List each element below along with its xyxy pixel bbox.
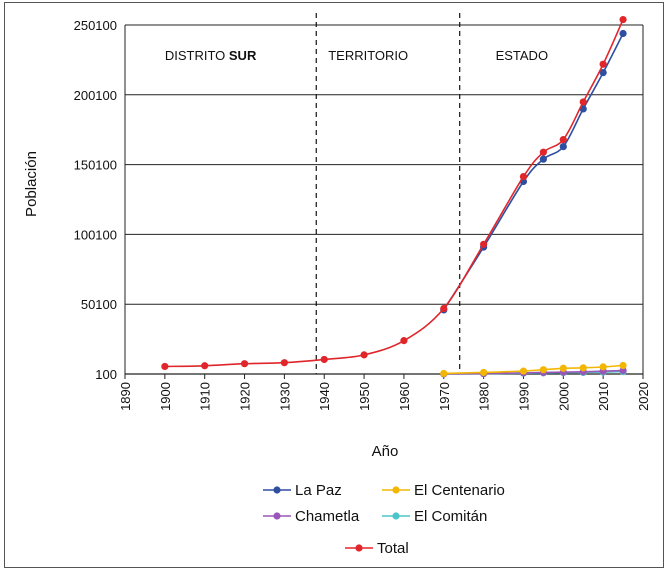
data-point-total bbox=[201, 362, 209, 370]
data-point-el-centenario bbox=[619, 361, 627, 370]
data-point-total bbox=[320, 355, 328, 364]
data-point-el-centenario bbox=[440, 369, 448, 378]
region-label: ESTADO bbox=[496, 48, 548, 63]
data-point-total bbox=[579, 98, 587, 106]
x-tick-label: 1910 bbox=[198, 382, 213, 411]
x-tick-label: 2010 bbox=[596, 382, 611, 411]
x-axis-title: Año bbox=[372, 443, 399, 460]
divider-layer bbox=[315, 13, 461, 374]
legend-swatch-marker bbox=[355, 544, 363, 552]
region-label: TERRITORIO bbox=[328, 48, 408, 63]
y-tick-label: 250100 bbox=[74, 18, 117, 33]
legend-swatch-marker bbox=[392, 486, 400, 494]
legend-label: Total bbox=[377, 540, 409, 557]
region-labels: DISTRITO SUR TERRITORIO ESTADO bbox=[165, 48, 548, 63]
legend-label: La Paz bbox=[295, 482, 342, 499]
legend: La Paz El Centenario Chametla El Comitán Tot… bbox=[263, 482, 505, 557]
data-point-total bbox=[400, 337, 408, 345]
data-point-el-centenario bbox=[480, 368, 488, 377]
x-tick-label: 2000 bbox=[556, 382, 571, 411]
data-point-total bbox=[599, 60, 607, 68]
data-point-total bbox=[280, 359, 288, 367]
x-tick-label: 1980 bbox=[477, 382, 492, 411]
x-tick-label: 1990 bbox=[516, 382, 531, 411]
data-point-la-paz bbox=[619, 29, 627, 38]
region-label: DISTRITO SUR bbox=[165, 48, 257, 63]
chart-frame bbox=[4, 2, 664, 568]
axis-layer: 100 50100 100100 150100 200100 250100 1890 1900… bbox=[74, 18, 651, 411]
data-point-total bbox=[559, 136, 567, 144]
data-point-total bbox=[440, 304, 448, 313]
y-axis-title: Población bbox=[23, 151, 40, 217]
data-point-el-centenario bbox=[579, 364, 587, 372]
data-point-el-centenario bbox=[559, 364, 567, 372]
data-point-la-paz bbox=[559, 142, 567, 151]
legend-swatch-marker bbox=[273, 512, 281, 520]
series-layer bbox=[161, 15, 627, 378]
legend-swatch-marker bbox=[392, 512, 400, 520]
x-tick-label: 1930 bbox=[277, 382, 292, 411]
x-tick-label: 1940 bbox=[317, 382, 332, 411]
data-point-el-centenario bbox=[539, 366, 547, 374]
y-tick-label: 200100 bbox=[74, 88, 117, 103]
legend-label: El Comitán bbox=[414, 508, 487, 525]
data-point-el-centenario bbox=[599, 363, 607, 371]
data-point-total bbox=[480, 240, 488, 248]
data-point-total bbox=[519, 173, 528, 181]
legend-swatch-marker bbox=[273, 486, 281, 494]
data-point-total bbox=[360, 351, 368, 359]
y-tick-label: 50100 bbox=[81, 297, 117, 312]
data-point-total bbox=[240, 360, 249, 368]
legend-label: El Centenario bbox=[414, 482, 505, 499]
grid-layer bbox=[125, 24, 643, 375]
data-point-el-centenario bbox=[519, 367, 528, 375]
x-tick-label: 1890 bbox=[118, 382, 133, 411]
series-line-total bbox=[164, 19, 624, 368]
x-tick-label: 1960 bbox=[397, 382, 412, 411]
x-tick-label: 1950 bbox=[357, 382, 372, 411]
y-tick-label: 100100 bbox=[74, 227, 117, 242]
y-tick-label: 100 bbox=[95, 367, 117, 382]
data-point-chametla bbox=[619, 366, 627, 375]
x-tick-label: 2020 bbox=[636, 382, 651, 411]
data-point-total bbox=[619, 15, 627, 24]
series-line-la-paz bbox=[443, 33, 624, 311]
data-point-total bbox=[161, 362, 169, 371]
x-tick-label: 1920 bbox=[238, 382, 253, 411]
data-point-la-paz bbox=[599, 69, 607, 77]
x-tick-label: 1900 bbox=[158, 382, 173, 411]
x-tick-label: 1970 bbox=[437, 382, 452, 411]
legend-label: Chametla bbox=[295, 508, 360, 525]
y-tick-label: 150100 bbox=[74, 158, 117, 173]
data-point-la-paz bbox=[539, 155, 547, 163]
data-point-total bbox=[539, 148, 547, 156]
